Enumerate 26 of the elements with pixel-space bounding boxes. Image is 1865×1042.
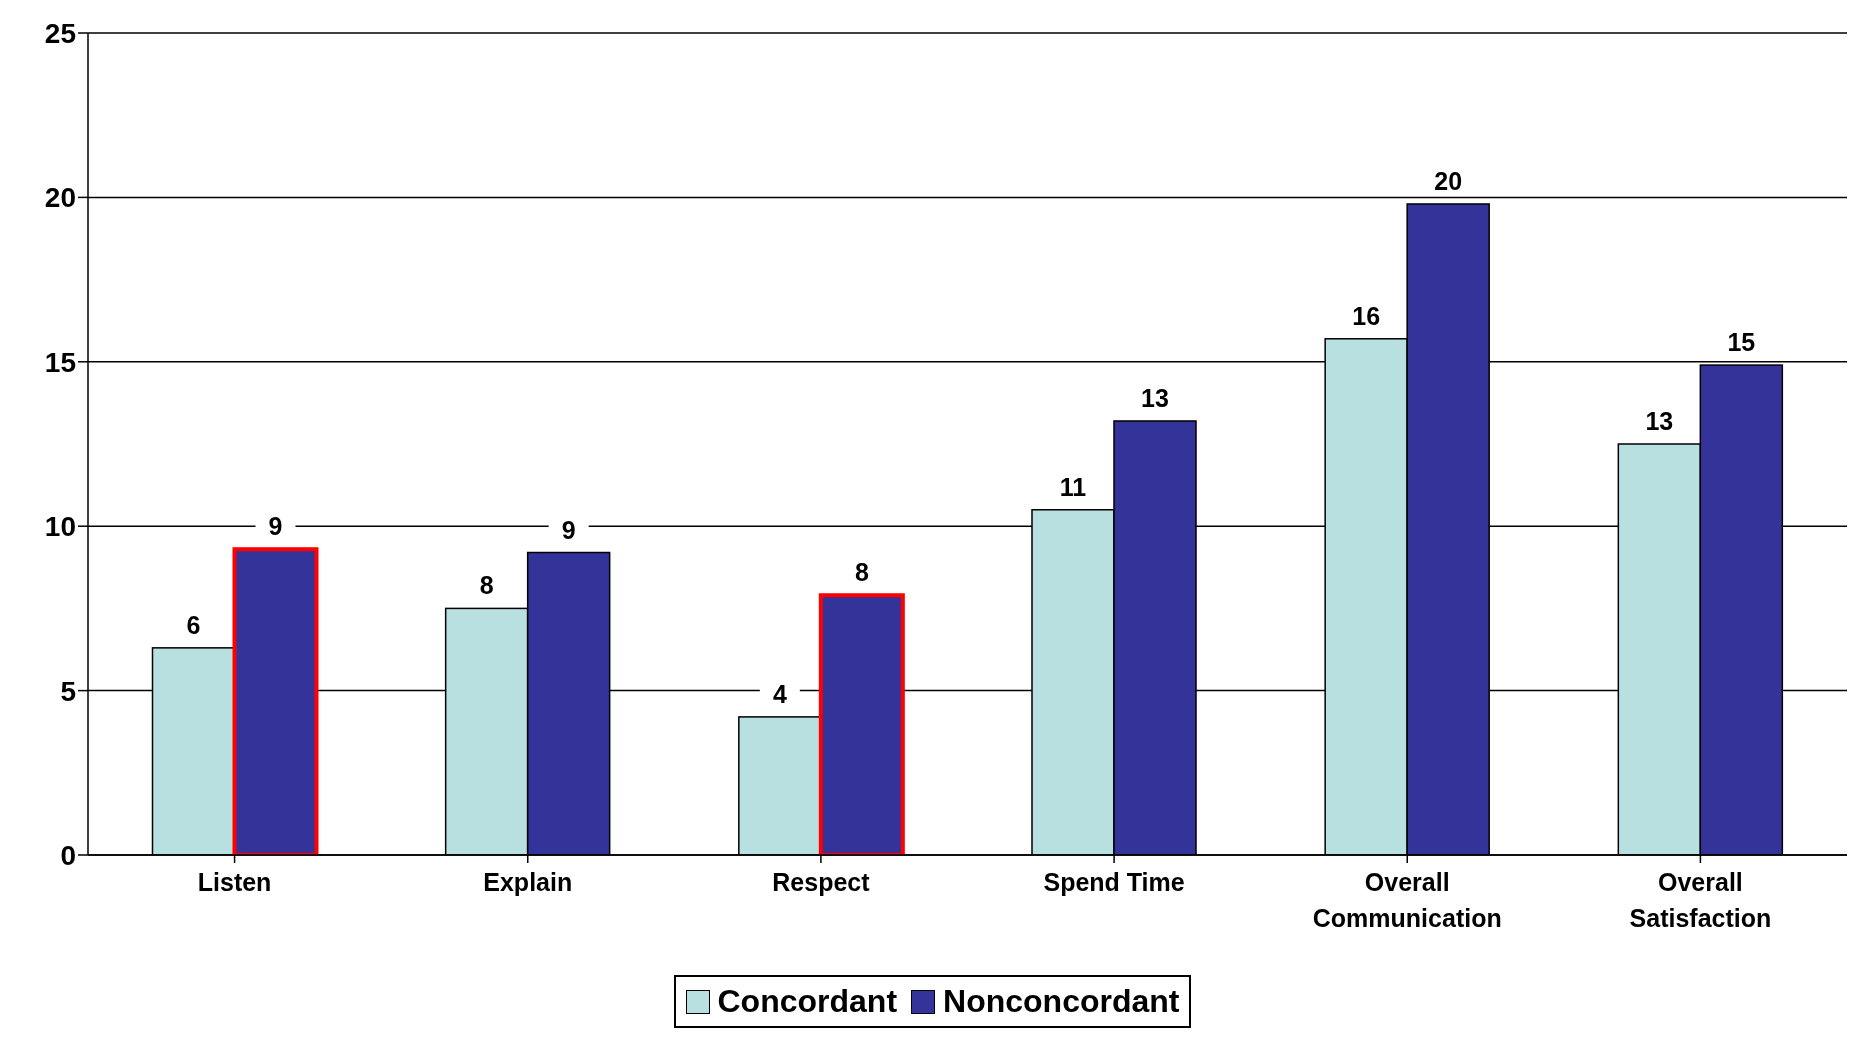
y-tick-label: 25 <box>44 17 76 49</box>
data-label: 8 <box>479 571 494 600</box>
legend-label: Concordant <box>717 983 898 1020</box>
data-label: 11 <box>1059 472 1087 501</box>
y-tick-label: 15 <box>44 346 76 378</box>
x-tick-label: Overall Communication <box>1312 868 1502 932</box>
data-label: 6 <box>186 610 201 639</box>
y-tick-label: 20 <box>44 182 76 214</box>
data-label: 9 <box>561 515 576 544</box>
data-label: 13 <box>1141 383 1169 412</box>
y-tick-label: 0 <box>60 839 76 871</box>
data-label: 13 <box>1645 407 1674 435</box>
data-label: 9 <box>268 512 283 541</box>
x-tick-label: Spend Time <box>1043 868 1185 896</box>
legend-label: Nonconcordant <box>943 983 1180 1020</box>
x-tick-label: Listen <box>197 868 272 896</box>
data-label: 16 <box>1352 301 1381 330</box>
data-label: 20 <box>1434 166 1463 195</box>
x-tick-label: Respect <box>772 868 871 896</box>
y-tick-label: 10 <box>44 511 76 543</box>
data-label: 8 <box>854 558 869 587</box>
y-tick-label: 5 <box>60 675 76 707</box>
x-tick-label: Overall Satisfaction <box>1629 868 1772 932</box>
data-label: 4 <box>772 679 787 708</box>
data-label: 15 <box>1727 328 1756 357</box>
x-tick-label: Explain <box>483 868 573 896</box>
